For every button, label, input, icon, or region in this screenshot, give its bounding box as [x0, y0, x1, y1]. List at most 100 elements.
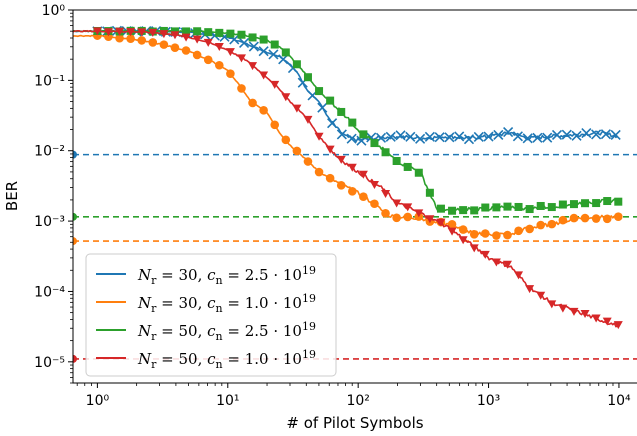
series-marker-1: [148, 38, 158, 47]
series-marker-0: [463, 134, 475, 145]
series-marker-1: [215, 60, 224, 70]
series-group: [73, 25, 623, 330]
series-marker-2: [326, 96, 335, 105]
series-marker-2: [303, 73, 312, 82]
series-marker-2: [592, 199, 601, 208]
series-marker-1: [602, 214, 612, 224]
series-marker-3: [369, 180, 379, 189]
series-marker-2: [525, 205, 534, 214]
series-marker-3: [292, 104, 302, 113]
legend-label-part: 19: [302, 348, 316, 361]
series-marker-2: [614, 197, 623, 206]
legend-label-0: Nr = 30, cn = 2.5 · 1019: [137, 264, 316, 287]
reference-line-endpoint-2: [73, 212, 77, 221]
series-marker-2: [292, 60, 301, 69]
series-marker-1: [403, 212, 413, 222]
series-marker-1: [370, 199, 379, 209]
reference-line-endpoint-0: [73, 150, 77, 159]
series-3: [73, 27, 623, 330]
series-marker-1: [525, 224, 534, 234]
series-marker-3: [392, 199, 402, 208]
series-marker-3: [547, 300, 557, 309]
legend-label-2: Nr = 50, cn = 2.5 · 1019: [137, 320, 316, 343]
series-markers-1: [93, 31, 623, 240]
series-marker-3: [203, 38, 213, 47]
series-marker-2: [315, 87, 324, 96]
series-marker-2: [414, 168, 423, 177]
series-marker-2: [392, 157, 401, 166]
series-marker-2: [436, 204, 445, 213]
legend-label-part: N: [137, 350, 152, 368]
series-marker-2: [481, 203, 490, 212]
series-marker-3: [336, 155, 346, 164]
series-marker-3: [225, 48, 235, 57]
y-axis: 10⁻⁵ 10⁻⁴ 10⁻³ 10⁻² 10⁻¹ 10⁰: [34, 3, 73, 384]
series-marker-1: [381, 208, 390, 218]
series-marker-1: [237, 84, 246, 93]
series-marker-2: [248, 33, 257, 42]
legend-label-part: 19: [302, 292, 316, 305]
series-marker-1: [348, 187, 357, 196]
series-marker-1: [259, 105, 268, 115]
series-marker-2: [215, 28, 224, 37]
series-marker-3: [591, 314, 601, 323]
series-marker-3: [148, 28, 158, 37]
series-marker-1: [359, 192, 368, 201]
series-marker-3: [569, 307, 579, 316]
legend-label-part: 19: [302, 320, 316, 333]
series-marker-2: [381, 148, 390, 157]
series-marker-3: [192, 35, 202, 44]
series-marker-2: [370, 139, 379, 148]
legend-label-part: = 2.5 · 10: [223, 266, 302, 284]
series-marker-0: [395, 130, 406, 141]
series-marker-3: [137, 28, 147, 37]
series-marker-2: [270, 40, 279, 49]
series-marker-0: [600, 129, 611, 140]
x-axis-label: # of Pilot Symbols: [286, 414, 423, 432]
x-tick-label: 10²: [346, 393, 369, 409]
series-marker-3: [491, 258, 501, 267]
series-marker-3: [126, 28, 136, 37]
series-marker-3: [425, 215, 435, 224]
series-marker-1: [226, 69, 235, 78]
legend-label-part: = 1.0 · 10: [223, 294, 302, 312]
series-marker-2: [459, 206, 468, 215]
series-marker-3: [103, 28, 113, 37]
y-tick-label: 10⁰: [42, 3, 66, 19]
series-marker-1: [536, 220, 546, 230]
series-marker-0: [248, 41, 259, 52]
series-marker-1: [314, 167, 324, 177]
legend-label-part: n: [216, 302, 223, 315]
legend-label-part: r: [151, 302, 157, 315]
series-marker-2: [237, 30, 246, 39]
series-marker-1: [336, 181, 346, 190]
x-axis: 10⁰ 10¹ 10² 10³ 10⁴: [76, 383, 631, 409]
series-marker-1: [514, 226, 523, 236]
series-marker-3: [536, 291, 546, 300]
series-marker-2: [503, 202, 512, 211]
series-marker-2: [470, 206, 479, 215]
series-marker-3: [347, 163, 357, 172]
series-marker-3: [447, 227, 457, 236]
series-marker-0: [542, 132, 553, 143]
x-tick-label: 10⁴: [607, 393, 631, 409]
series-marker-0: [561, 129, 572, 140]
series-marker-3: [325, 145, 335, 154]
series-marker-0: [610, 129, 621, 140]
legend-label-part: N: [137, 294, 152, 312]
series-marker-1: [137, 36, 147, 45]
series-markers-3: [92, 27, 623, 330]
series-marker-2: [536, 201, 545, 210]
series-marker-0: [532, 132, 543, 143]
series-marker-1: [181, 46, 191, 55]
x-tick-label: 10¹: [216, 393, 239, 409]
series-marker-2: [547, 203, 556, 212]
y-tick-label: 10⁻¹: [34, 73, 65, 89]
series-marker-3: [458, 236, 468, 245]
reference-line-endpoint-1: [73, 237, 77, 246]
series-marker-2: [492, 203, 501, 212]
series-marker-0: [434, 132, 445, 143]
series-marker-0: [268, 49, 279, 60]
series-marker-3: [502, 260, 512, 269]
series-marker-0: [571, 130, 582, 141]
